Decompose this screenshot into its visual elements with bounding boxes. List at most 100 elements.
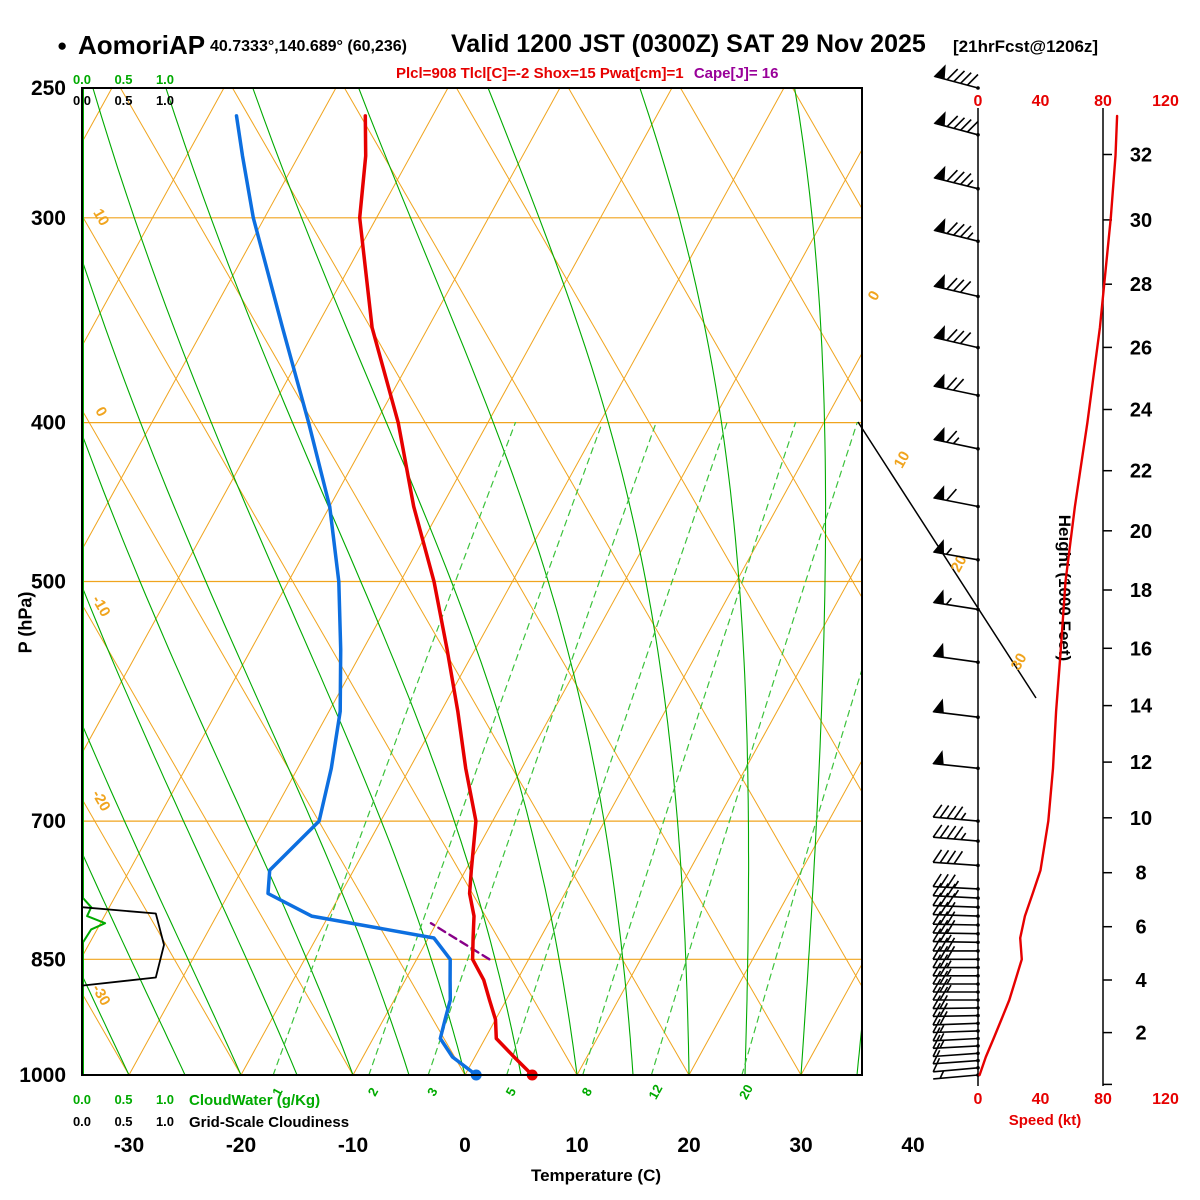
valid-time-title: Valid 1200 JST (0300Z) SAT 29 Nov 2025 — [451, 30, 926, 58]
wind-barb — [932, 901, 980, 918]
svg-text:2: 2 — [365, 1085, 382, 1099]
wind-barb — [932, 873, 980, 891]
wind-barb — [933, 1070, 980, 1080]
cloudiness-label: Grid-Scale Cloudiness — [189, 1114, 350, 1131]
station-title: AomoriAP — [78, 30, 206, 60]
svg-text:30: 30 — [1008, 650, 1031, 673]
sounding-parameters: Plcl=908 Tlcl[C]=-2 Shox=15 Pwat[cm]=1 C… — [396, 65, 778, 82]
wind-barb — [933, 373, 980, 398]
wind-barb — [932, 642, 980, 664]
svg-text:32: 32 — [1130, 145, 1152, 167]
wind-barb — [932, 928, 980, 945]
wind-barb — [932, 698, 980, 719]
params-red: Plcl=908 Tlcl[C]=-2 Shox=15 Pwat[cm]=1 — [396, 65, 684, 82]
wind-barb — [932, 804, 980, 823]
svg-text:0.5: 0.5 — [114, 1114, 132, 1129]
svg-text:40: 40 — [1032, 93, 1050, 110]
wind-barb — [932, 1049, 980, 1065]
wind-barb — [933, 165, 980, 191]
svg-text:700: 700 — [31, 810, 66, 833]
wind-barb — [932, 1034, 980, 1050]
wind-barb — [932, 937, 980, 953]
svg-text:40: 40 — [901, 1134, 924, 1157]
svg-text:400: 400 — [31, 412, 66, 435]
svg-text:0.0: 0.0 — [73, 1114, 91, 1129]
wind-barb — [932, 882, 980, 900]
wind-barb — [932, 539, 980, 562]
svg-text:1.0: 1.0 — [156, 1114, 174, 1129]
svg-text:1.0: 1.0 — [156, 93, 174, 108]
svg-text:16: 16 — [1130, 638, 1152, 660]
svg-text:20: 20 — [736, 1082, 756, 1102]
params-cape: Cape[J]= 16 — [693, 65, 779, 82]
cloud-profiles — [82, 88, 165, 1075]
svg-text:300: 300 — [31, 207, 66, 230]
svg-text:0.5: 0.5 — [114, 1092, 132, 1107]
station-coords: 40.7333°,140.689° (60,236) — [210, 38, 407, 55]
wind-barb — [932, 970, 980, 986]
svg-text:12: 12 — [645, 1082, 665, 1102]
wind-barb-column — [932, 64, 980, 1086]
svg-text:0.0: 0.0 — [73, 1092, 91, 1107]
svg-text:10: 10 — [89, 206, 112, 229]
svg-text:10: 10 — [565, 1134, 588, 1157]
svg-text:850: 850 — [31, 948, 66, 971]
wind-barb — [933, 273, 980, 299]
svg-text:-20: -20 — [226, 1134, 256, 1157]
wind-barb — [933, 325, 980, 350]
wind-barb — [932, 945, 980, 962]
svg-text:3: 3 — [424, 1085, 441, 1099]
svg-text:0.0: 0.0 — [73, 93, 91, 108]
svg-text:0.5: 0.5 — [114, 72, 132, 87]
svg-text:80: 80 — [1094, 1091, 1112, 1108]
svg-text:250: 250 — [31, 77, 66, 100]
svg-text:1.0: 1.0 — [156, 1092, 174, 1107]
svg-text:0: 0 — [865, 288, 884, 304]
wind-barb — [932, 1011, 980, 1026]
svg-text:-30: -30 — [114, 1134, 144, 1157]
wind-barb — [932, 978, 980, 994]
wind-barb — [932, 962, 980, 978]
wind-barb — [932, 995, 980, 1010]
svg-text:10: 10 — [1130, 808, 1152, 830]
wind-barb — [932, 892, 980, 909]
wind-barb — [932, 824, 980, 843]
forecast-tag: [21hrFcst@1206z] — [953, 37, 1099, 56]
clip-diagonal-line — [857, 421, 1037, 699]
temperature-axis-label: Temperature (C) — [530, 1166, 662, 1185]
wind-barb — [932, 750, 980, 771]
wind-barb — [932, 910, 980, 927]
wind-barb — [932, 1042, 980, 1058]
wind-barb — [932, 954, 980, 970]
svg-text:24: 24 — [1130, 400, 1153, 422]
svg-text:4: 4 — [1135, 970, 1147, 992]
svg-text:-30: -30 — [88, 982, 114, 1009]
svg-text:0.0: 0.0 — [73, 72, 91, 87]
speed-profile-curve — [978, 114, 1119, 1077]
svg-text:-10: -10 — [338, 1134, 368, 1157]
plot-border — [81, 87, 863, 1076]
sounding-profiles — [234, 114, 538, 1081]
wind-barb — [932, 986, 980, 1002]
svg-text:120: 120 — [1152, 1091, 1179, 1108]
wind-barb — [932, 1018, 980, 1034]
wind-barb — [933, 218, 980, 243]
dewpoint-curve — [234, 114, 478, 1077]
svg-text:0: 0 — [459, 1134, 471, 1157]
svg-text:10: 10 — [891, 448, 914, 471]
svg-text:20: 20 — [677, 1134, 700, 1157]
wind-barb — [932, 589, 980, 612]
svg-text:30: 30 — [789, 1134, 812, 1157]
svg-text:0: 0 — [91, 404, 110, 420]
svg-text:-20: -20 — [88, 787, 114, 814]
wind-barb — [932, 1057, 980, 1073]
svg-text:26: 26 — [1130, 337, 1152, 359]
svg-text:2: 2 — [1135, 1023, 1146, 1045]
svg-text:1000: 1000 — [19, 1064, 66, 1087]
svg-text:80: 80 — [1094, 93, 1112, 110]
svg-text:500: 500 — [31, 571, 66, 594]
